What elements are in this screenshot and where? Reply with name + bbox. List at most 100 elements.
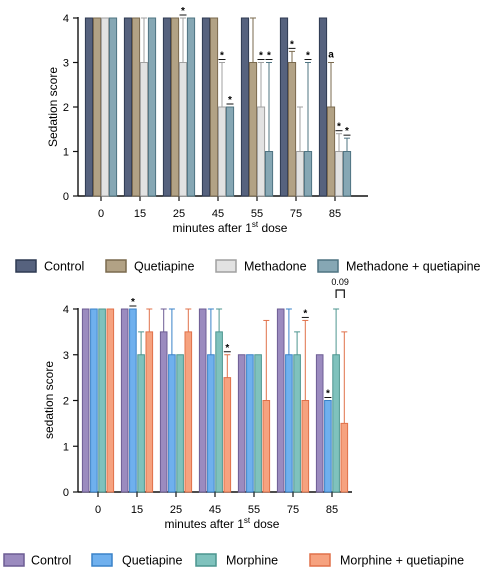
bar — [342, 151, 352, 197]
legend-swatch — [3, 553, 25, 567]
legend-label: Control — [31, 554, 71, 568]
bar — [303, 151, 313, 197]
x-tick-label: 55 — [248, 504, 260, 516]
x-tick-label: 85 — [326, 504, 338, 516]
bar — [340, 422, 349, 493]
bar — [131, 17, 141, 197]
y-tick-label: 0 — [63, 487, 69, 499]
legend-label: Methadone + quetiapine — [346, 260, 481, 274]
bar — [276, 308, 285, 493]
x-tick-label: 15 — [131, 504, 143, 516]
significance-marker: * — [225, 343, 229, 354]
bar — [285, 354, 293, 493]
legend-swatch — [91, 553, 113, 567]
bar — [106, 308, 115, 493]
bar — [248, 62, 258, 197]
x-tick-label: 0 — [95, 504, 101, 516]
bar — [295, 151, 305, 197]
x-tick-label: 0 — [98, 208, 104, 220]
significance-marker: * — [290, 39, 294, 50]
y-tick-label: 0 — [63, 191, 69, 203]
bar — [293, 354, 301, 493]
bar — [301, 400, 310, 493]
x-tick-label: 25 — [173, 208, 185, 220]
bar — [217, 106, 227, 197]
significance-marker: * — [259, 51, 263, 62]
legend-swatch — [105, 259, 127, 273]
bar — [287, 62, 297, 197]
bar — [254, 354, 262, 493]
bar — [147, 17, 157, 197]
bar — [198, 308, 207, 493]
legend-label: Control — [44, 260, 84, 274]
y-tick-label: 3 — [63, 58, 69, 70]
x-tick-label: 75 — [287, 504, 299, 516]
legend-swatch — [309, 553, 331, 567]
bar — [334, 151, 344, 197]
bar — [279, 17, 289, 197]
bar — [90, 308, 98, 493]
x-axis-title-tail: dose — [250, 517, 280, 531]
y-tick-label: 2 — [63, 396, 69, 408]
bar — [159, 331, 168, 493]
significance-marker: * — [267, 51, 271, 62]
bar — [178, 62, 188, 197]
legend-label: Methadone — [244, 260, 307, 274]
bar — [209, 17, 219, 197]
x-axis-title: minutes after 1st dose — [173, 220, 288, 235]
chart-1: 0 1 2 3 4 0 15 25 45 55 75 85 * * * * * * * a * * Sedation sco… — [15, 6, 481, 274]
significance-marker: * — [326, 389, 330, 400]
significance-marker: * — [131, 297, 135, 308]
legend-label: Quetiapine — [134, 260, 195, 274]
x-tick-label: 85 — [329, 208, 341, 220]
bar — [240, 17, 250, 197]
bar — [186, 17, 196, 197]
significance-marker: * — [228, 95, 232, 106]
bar — [170, 17, 180, 197]
bar — [98, 308, 106, 493]
y-tick-label: 4 — [63, 13, 69, 25]
y-tick-label: 4 — [63, 304, 69, 316]
bar — [315, 354, 324, 493]
x-tick-label: 45 — [209, 504, 221, 516]
bar — [215, 331, 223, 493]
significance-marker: * — [303, 308, 307, 319]
x-axis-title-superscript: st — [252, 220, 259, 229]
significance-marker: * — [181, 6, 185, 17]
bar — [326, 106, 336, 197]
legend-label: Morphine + quetiapine — [340, 554, 464, 568]
x-tick-label: 55 — [251, 208, 263, 220]
y-tick-label: 1 — [63, 147, 69, 159]
bar — [145, 331, 154, 493]
bar — [332, 354, 340, 493]
bar — [256, 106, 266, 197]
bar — [123, 17, 133, 197]
x-axis-title-superscript: st — [244, 516, 251, 525]
x-axis-title-main: minutes after 1 — [173, 221, 253, 235]
y-tick-label: 2 — [63, 102, 69, 114]
legend-swatch — [15, 259, 37, 273]
chart-2: 0 1 2 3 4 0 15 25 45 55 75 85 * * * * 0.09 sedation score… — [3, 277, 464, 568]
bar — [162, 17, 172, 197]
bar — [129, 308, 137, 493]
bar — [262, 400, 271, 493]
bar — [184, 331, 193, 493]
significance-marker: * — [345, 126, 349, 137]
significance-marker: * — [220, 51, 224, 62]
bar — [139, 62, 149, 197]
x-tick-label: 15 — [134, 208, 146, 220]
bar — [176, 354, 184, 493]
y-tick-label: 3 — [63, 350, 69, 362]
p-value-label: 0.09 — [331, 277, 349, 287]
bar — [318, 17, 328, 197]
legend-swatch — [195, 553, 217, 567]
bar — [207, 354, 215, 493]
y-tick-label: 1 — [63, 441, 69, 453]
y-axis-title: sedation score — [42, 361, 56, 439]
bar — [225, 106, 235, 197]
comparison-bracket — [335, 289, 345, 298]
bar — [120, 308, 129, 493]
bar — [92, 17, 102, 197]
legend-label: Quetiapine — [122, 554, 183, 568]
